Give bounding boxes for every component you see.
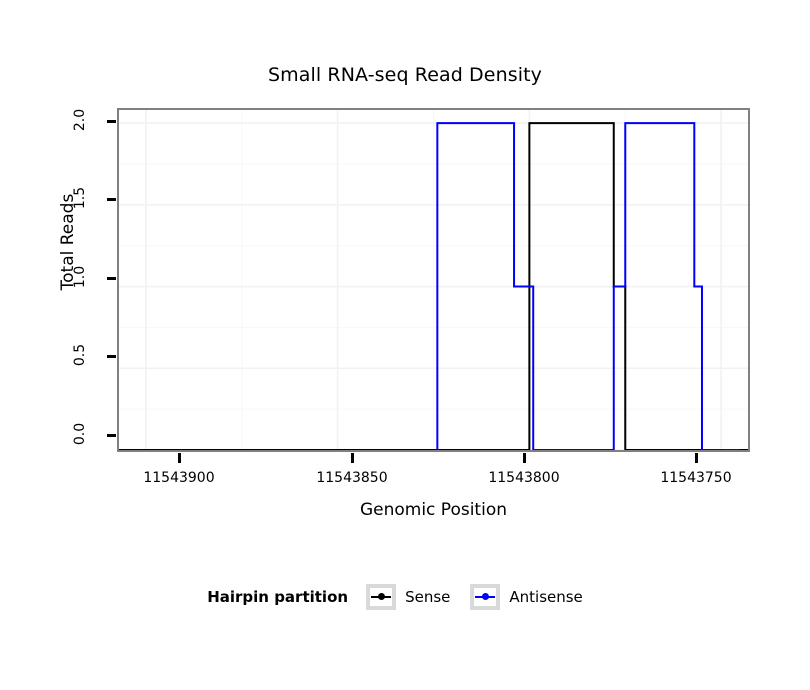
legend-title: Hairpin partition <box>207 588 349 606</box>
legend-key-antisense <box>470 584 501 610</box>
x-tick-mark <box>523 453 526 463</box>
y-tick-label: 2.0 <box>72 108 88 132</box>
x-axis-title: Genomic Position <box>359 500 508 520</box>
data-series-layer <box>119 122 748 450</box>
legend-entry-antisense[interactable]: Antisense <box>470 584 602 610</box>
legend: Hairpin partition Sense Antisense <box>0 582 810 612</box>
x-tick-mark <box>351 453 354 463</box>
legend-label-antisense: Antisense <box>509 588 583 606</box>
legend-dot-sense <box>378 593 386 600</box>
legend-dot-antisense <box>482 593 490 600</box>
y-tick-label: 1.5 <box>72 186 88 210</box>
plot-panel <box>117 108 750 452</box>
y-tick-mark <box>107 355 116 358</box>
x-tick-label: 11543850 <box>316 470 388 486</box>
line-dot-key-icon <box>474 588 497 606</box>
y-tick-mark <box>107 198 116 201</box>
x-tick-mark <box>178 453 181 463</box>
x-tick-label: 11543750 <box>660 470 732 486</box>
plot-area <box>119 110 748 450</box>
gridlines <box>119 110 748 450</box>
chart-canvas <box>119 110 748 450</box>
x-tick-label: 11543900 <box>143 470 215 486</box>
x-tick-mark <box>695 453 698 463</box>
legend-key-sense <box>366 584 397 610</box>
y-tick-mark <box>107 434 116 437</box>
x-tick-label: 11543800 <box>488 470 560 486</box>
y-tick-mark <box>107 120 116 123</box>
y-tick-mark <box>107 277 116 280</box>
legend-label-sense: Sense <box>405 588 451 606</box>
legend-entry-sense[interactable]: Sense <box>366 584 470 610</box>
y-tick-label: 0.5 <box>72 343 88 367</box>
y-tick-label: 0.0 <box>72 422 88 446</box>
line-dot-key-icon <box>370 588 393 606</box>
page-title: Small RNA-seq Read Density <box>268 64 542 86</box>
series-line-antisense <box>436 122 741 450</box>
y-tick-label: 1.0 <box>72 265 88 289</box>
